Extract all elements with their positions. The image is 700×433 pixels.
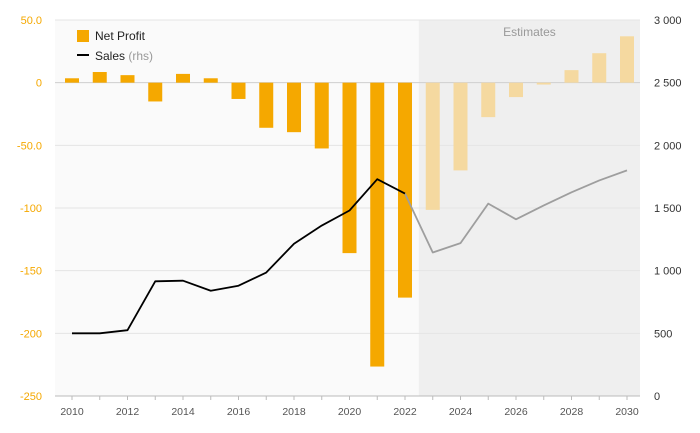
x-tick-label: 2010 xyxy=(60,406,84,418)
right-tick-label: 1 000 xyxy=(654,266,682,278)
legend-label-sales-suffix: (rhs) xyxy=(128,49,153,63)
right-tick-label: 1 500 xyxy=(654,203,682,215)
bar-net-profit xyxy=(620,36,634,83)
bar-net-profit xyxy=(592,53,607,83)
bar-net-profit xyxy=(342,82,357,254)
left-tick-label: -100 xyxy=(20,203,42,215)
right-axis-ticks: 3 000 2 500 2 000 1 500 1 000 500 0 xyxy=(654,15,682,403)
bar-net-profit xyxy=(65,78,79,83)
estimates-label: Estimates xyxy=(503,25,556,39)
x-tick-label: 2016 xyxy=(227,406,251,418)
x-tick-label: 2020 xyxy=(338,406,362,418)
x-axis: 2010 2012 2014 2016 2018 2020 2022 2024 2026 2028… xyxy=(55,395,640,418)
right-tick-label: 2 500 xyxy=(654,78,682,90)
right-tick-label: 500 xyxy=(654,328,672,340)
bar-net-profit xyxy=(203,78,218,83)
x-tick-label: 2026 xyxy=(504,406,528,418)
bar-net-profit xyxy=(287,82,301,133)
bar-net-profit xyxy=(425,82,440,210)
left-tick-label: -200 xyxy=(20,328,42,340)
right-tick-label: 3 000 xyxy=(654,15,682,27)
bar-net-profit xyxy=(314,82,329,149)
x-tick-label: 2022 xyxy=(393,406,417,418)
bar-net-profit xyxy=(564,70,579,83)
bar-net-profit xyxy=(370,82,385,367)
left-tick-label: 0 xyxy=(36,78,42,90)
left-tick-label: -50.0 xyxy=(17,140,42,152)
bar-net-profit xyxy=(509,82,523,98)
legend-label-net-profit: Net Profit xyxy=(95,29,146,43)
legend-swatch-net-profit xyxy=(77,30,89,42)
legend: Net Profit Sales (rhs) xyxy=(77,29,153,63)
left-tick-label: 50.0 xyxy=(21,15,42,27)
bar-net-profit xyxy=(259,82,274,128)
bar-net-profit xyxy=(92,72,107,83)
left-tick-label: -150 xyxy=(20,266,42,278)
right-tick-label: 2 000 xyxy=(654,140,682,152)
sales-line xyxy=(72,169,628,335)
sales-line-actual xyxy=(72,178,406,335)
net-profit-bars xyxy=(65,36,634,367)
bar-net-profit xyxy=(231,82,246,99)
x-tick-label: 2018 xyxy=(282,406,306,418)
legend-label-sales: Sales (rhs) xyxy=(95,49,153,63)
x-tick-label: 2024 xyxy=(449,406,473,418)
sales-line-estimate xyxy=(404,169,628,254)
x-tick-label: 2028 xyxy=(560,406,584,418)
bar-net-profit xyxy=(176,73,190,83)
bar-net-profit xyxy=(536,82,551,85)
bar-net-profit xyxy=(481,82,496,118)
bar-net-profit xyxy=(120,75,135,83)
left-axis-ticks: 50.0 0 -50.0 -100 -150 -200 -250 xyxy=(17,15,42,403)
right-tick-label: 0 xyxy=(654,391,660,403)
x-tick-label: 2012 xyxy=(116,406,140,418)
bar-net-profit xyxy=(148,82,163,102)
x-tick-label: 2014 xyxy=(171,406,195,418)
x-tick-label: 2030 xyxy=(615,406,639,418)
left-tick-label: -250 xyxy=(20,391,42,403)
bar-net-profit xyxy=(398,82,412,298)
bar-net-profit xyxy=(453,82,468,171)
